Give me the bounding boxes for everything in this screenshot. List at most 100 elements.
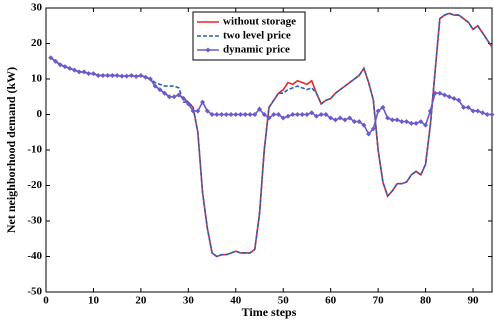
series-marker: [380, 104, 386, 110]
series-marker: [337, 115, 343, 121]
series-marker: [484, 112, 490, 117]
series-marker: [252, 112, 258, 117]
series-marker: [185, 101, 191, 107]
series-marker: [195, 108, 201, 114]
series-marker: [147, 76, 153, 82]
series-marker: [275, 112, 281, 117]
series-marker: [52, 58, 58, 64]
series-marker: [356, 119, 362, 125]
series-marker: [67, 65, 73, 71]
series-marker: [214, 112, 220, 117]
series-marker: [257, 106, 263, 112]
series-marker: [456, 97, 462, 103]
series-marker: [375, 108, 381, 114]
series-marker: [437, 90, 443, 96]
series-marker: [446, 94, 452, 100]
series-marker: [176, 92, 182, 98]
series-marker: [413, 120, 419, 126]
series-marker: [128, 72, 134, 78]
y-tick-label: 0: [37, 108, 43, 120]
series-marker: [233, 112, 239, 117]
series-marker: [162, 90, 168, 96]
x-tick-label: 10: [88, 295, 100, 307]
series-marker: [219, 112, 225, 117]
legend-label: without storage: [223, 16, 296, 28]
series-marker: [223, 112, 229, 117]
y-tick-label: -50: [27, 286, 42, 298]
series-marker: [200, 99, 206, 105]
series-marker: [143, 74, 149, 80]
series-marker: [71, 67, 77, 73]
series-marker: [342, 117, 348, 123]
y-tick-label: 30: [31, 2, 43, 14]
series-marker: [432, 90, 438, 96]
series-marker: [242, 112, 248, 117]
legend-marker: [205, 47, 211, 53]
series-line: [50, 12, 493, 258]
x-tick-label: 70: [373, 295, 385, 307]
series-marker: [332, 117, 338, 123]
series-marker: [157, 87, 163, 93]
x-axis-label: Time steps: [242, 305, 297, 319]
series-marker: [399, 119, 405, 125]
x-tick-label: 90: [468, 295, 480, 307]
series-marker: [152, 83, 158, 89]
series-marker: [423, 122, 429, 128]
series-marker: [489, 112, 494, 117]
series-marker: [166, 94, 172, 100]
series-marker: [475, 108, 481, 114]
series-marker: [266, 115, 272, 121]
series-marker: [366, 131, 372, 137]
series-marker: [427, 108, 433, 114]
series-marker: [404, 119, 410, 125]
series-marker: [309, 110, 315, 116]
series-marker: [114, 72, 120, 78]
series-marker: [313, 113, 319, 119]
x-tick-label: 50: [278, 295, 290, 307]
series-marker: [461, 104, 467, 110]
series-marker: [328, 115, 334, 121]
x-tick-label: 80: [420, 295, 432, 307]
series-marker: [261, 112, 267, 117]
legend-label: two level price: [223, 30, 291, 42]
series-marker: [294, 112, 300, 117]
series-marker: [133, 74, 139, 80]
series-marker: [389, 117, 395, 123]
x-tick-label: 60: [325, 295, 337, 307]
x-tick-label: 20: [135, 295, 147, 307]
series-marker: [105, 72, 111, 78]
series-marker: [470, 108, 476, 114]
x-tick-label: 30: [183, 295, 195, 307]
series-marker: [271, 112, 277, 117]
series-marker: [62, 64, 68, 70]
y-tick-label: -40: [27, 250, 42, 262]
y-tick-label: -30: [27, 215, 42, 227]
series-marker: [290, 112, 296, 117]
series-marker: [418, 119, 424, 125]
series-marker: [280, 115, 286, 121]
series-marker: [394, 117, 400, 123]
series-marker: [318, 112, 324, 117]
series-marker: [171, 94, 177, 100]
legend-label: dynamic price: [223, 44, 290, 56]
series-marker: [299, 112, 305, 117]
series-marker: [95, 72, 101, 78]
series-marker: [451, 96, 457, 102]
series-marker: [285, 113, 291, 119]
series-marker: [138, 72, 144, 78]
series-marker: [465, 104, 471, 110]
series-marker: [408, 120, 414, 126]
series-marker: [57, 62, 63, 68]
series-marker: [304, 112, 310, 117]
series-marker: [370, 126, 376, 132]
series-line: [50, 57, 492, 136]
series-marker: [48, 55, 54, 61]
series-marker: [109, 72, 115, 78]
y-tick-label: -10: [27, 144, 42, 156]
series-marker: [385, 115, 391, 121]
y-tick-label: 10: [31, 73, 43, 85]
series-marker: [90, 71, 96, 77]
series-marker: [442, 92, 448, 98]
series-marker: [361, 122, 367, 128]
